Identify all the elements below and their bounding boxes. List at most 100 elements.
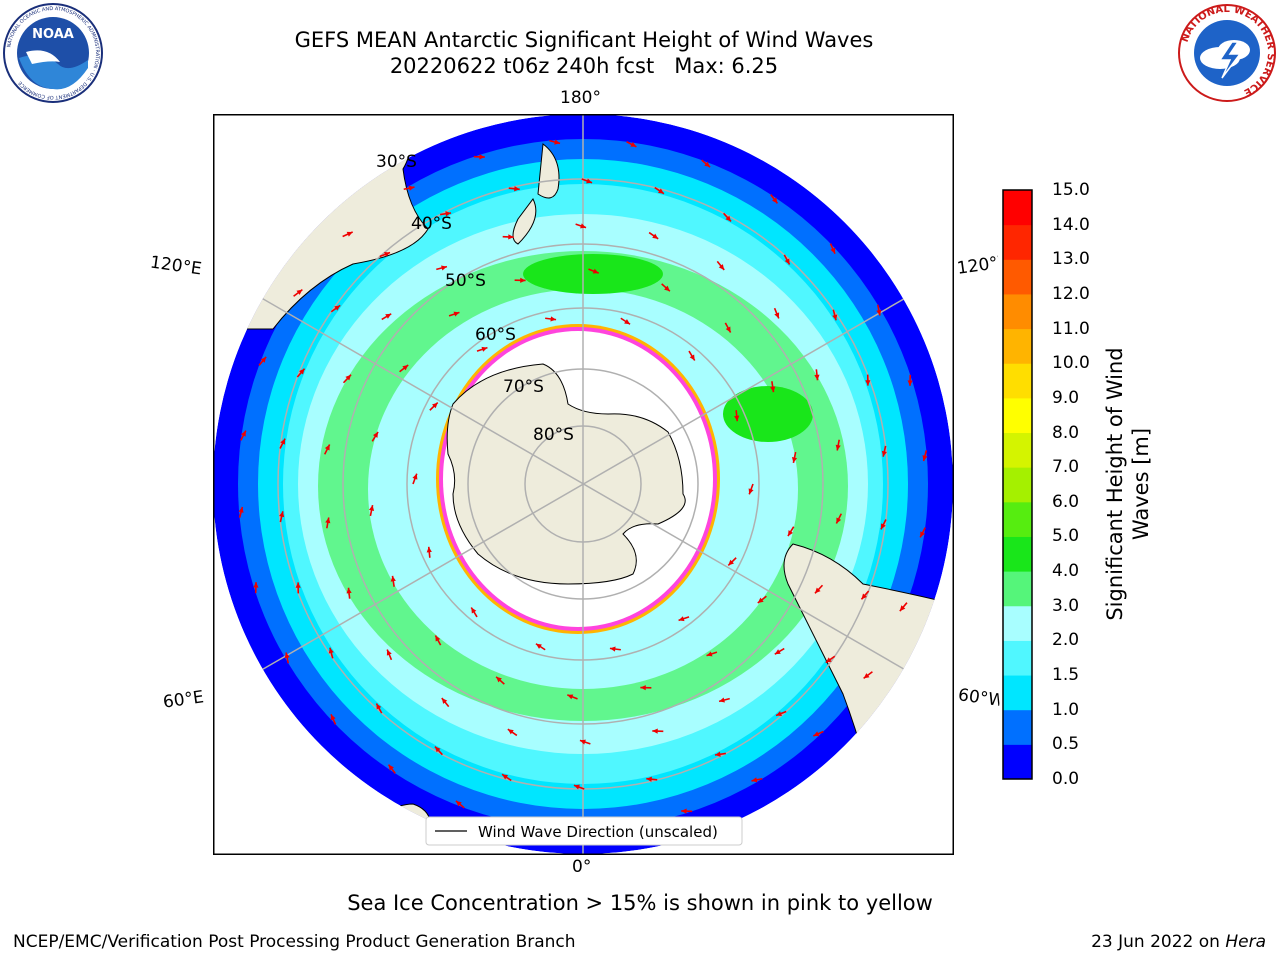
colorbar-swatch bbox=[1003, 432, 1032, 468]
wave-arrow-head bbox=[324, 444, 330, 451]
wave-arrow-head bbox=[899, 605, 906, 612]
wave-arrow-head bbox=[876, 309, 882, 316]
wave-arrow-head bbox=[791, 457, 798, 463]
colorbar-swatch bbox=[1003, 709, 1032, 745]
colorbar-tick-label: 11.0 bbox=[1052, 318, 1090, 339]
colorbar-tick-label: 8.0 bbox=[1052, 422, 1080, 443]
wave-arrow-head bbox=[881, 450, 887, 457]
wave-arrow-head bbox=[719, 697, 725, 703]
wave-arrow-head bbox=[535, 643, 542, 649]
wave-arrow-head bbox=[385, 313, 392, 319]
lat-label-80: 80°S bbox=[533, 425, 574, 445]
wave-arrow-head bbox=[280, 438, 286, 445]
wave-arrow-head bbox=[432, 402, 438, 409]
wave-arrow-head bbox=[830, 247, 836, 254]
title-line-2: 20220622 t06z 240h fcst Max: 6.25 bbox=[389, 54, 779, 78]
wave-arrow-head bbox=[550, 316, 557, 322]
colorbar-swatch bbox=[1003, 363, 1032, 399]
wave-arrow-head bbox=[507, 729, 514, 735]
colorbar-tick-label: 6.0 bbox=[1052, 491, 1080, 512]
wave-arrow-head bbox=[664, 285, 670, 292]
wave-arrow-head bbox=[814, 374, 820, 381]
wave-arrow-head bbox=[863, 673, 870, 679]
wave-arrow-head bbox=[520, 277, 526, 283]
wave-arrow-head bbox=[376, 703, 382, 710]
wave-arrow-head bbox=[787, 530, 794, 537]
colorbar-tick-label: 1.0 bbox=[1052, 699, 1080, 720]
colorbar-tick-label: 1.5 bbox=[1052, 665, 1080, 686]
wave-arrow-head bbox=[241, 430, 246, 437]
wave-arrow-head bbox=[386, 649, 392, 656]
wave-arrow-head bbox=[728, 559, 734, 566]
wave-arrow-head bbox=[330, 714, 336, 721]
wave-arrow-head bbox=[296, 289, 303, 295]
wave-patch-5m bbox=[523, 254, 663, 294]
wave-arrow-head bbox=[390, 575, 396, 582]
lon-label-180: 180° bbox=[560, 88, 601, 108]
colorbar-tick-label: 13.0 bbox=[1052, 249, 1090, 270]
wave-arrow-head bbox=[646, 776, 652, 782]
colorbar-swatch bbox=[1003, 675, 1032, 711]
wave-arrow-head bbox=[579, 739, 586, 745]
colorbar-swatch bbox=[1003, 501, 1032, 537]
wave-arrow-head bbox=[384, 252, 391, 257]
wave-arrow-head bbox=[455, 800, 462, 807]
wave-arrow-head bbox=[880, 523, 886, 530]
wave-arrow-head bbox=[514, 186, 520, 192]
wave-arrow-head bbox=[757, 597, 764, 604]
wave-arrow-head bbox=[434, 746, 441, 753]
colorbar-tick-label: 7.0 bbox=[1052, 457, 1080, 478]
wave-arrow-head bbox=[573, 784, 580, 790]
colorbar-tick-label: 4.0 bbox=[1052, 561, 1080, 582]
colorbar-swatch bbox=[1003, 605, 1032, 641]
wave-arrow-head bbox=[751, 777, 758, 783]
wave-arrow-head bbox=[609, 646, 616, 652]
wave-arrow-head bbox=[689, 354, 695, 361]
lon-label-60e: 60°E bbox=[161, 687, 206, 713]
wave-arrow-head bbox=[835, 444, 841, 451]
wave-arrow-head bbox=[328, 647, 334, 654]
wave-arrow-head bbox=[388, 764, 394, 771]
colorbar-swatch bbox=[1003, 397, 1032, 434]
colorbar-tick-label: 15.0 bbox=[1052, 180, 1090, 200]
legend-label: Wind Wave Direction (unscaled) bbox=[478, 823, 718, 841]
colorbar-tick-label: 0.5 bbox=[1052, 734, 1080, 755]
wave-arrow-head bbox=[368, 505, 375, 511]
wave-arrow-head bbox=[775, 711, 782, 716]
noaa-logo-text: NOAA bbox=[32, 27, 74, 42]
wave-arrow-head bbox=[861, 593, 867, 600]
new-zealand-south bbox=[512, 198, 537, 245]
wave-arrow-head bbox=[372, 431, 379, 438]
wave-arrow-head bbox=[408, 185, 415, 191]
colorbar-tick-label: 3.0 bbox=[1052, 595, 1080, 616]
colorbar-swatch bbox=[1003, 224, 1032, 260]
colorbar bbox=[1002, 189, 1033, 780]
wave-arrow-head bbox=[865, 380, 871, 386]
wave-arrow-head bbox=[253, 582, 259, 588]
wave-arrow-head bbox=[592, 268, 599, 274]
wave-arrow-head bbox=[402, 364, 409, 371]
wave-arrow-head bbox=[346, 231, 353, 237]
colorbar-swatch bbox=[1003, 536, 1032, 572]
footer-branch: NCEP/EMC/Verification Post Processing Pr… bbox=[13, 932, 576, 952]
colorbar-tick-label: 5.0 bbox=[1052, 526, 1080, 547]
wave-arrow-head bbox=[586, 178, 593, 184]
wave-patch-5m-east bbox=[723, 386, 813, 442]
wave-arrow-head bbox=[479, 154, 485, 160]
wave-arrow-head bbox=[907, 380, 913, 386]
wave-arrow-head bbox=[346, 587, 352, 594]
wave-arrow-head bbox=[706, 651, 713, 657]
wave-arrow-head bbox=[714, 751, 721, 757]
wave-arrow-head bbox=[279, 511, 285, 518]
colorbar-label: Significant Height of Wind Waves [m] bbox=[1103, 347, 1153, 621]
noaa-logo: NOAA NATIONAL OCEANIC AND ATMOSPHERIC AD… bbox=[3, 3, 103, 103]
lat-label-40: 40°S bbox=[411, 214, 452, 234]
wave-arrow-head bbox=[770, 386, 776, 393]
wave-arrow-head bbox=[426, 546, 432, 553]
colorbar-swatch bbox=[1003, 571, 1032, 607]
wave-arrow-head bbox=[502, 774, 509, 780]
colorbar-swatch bbox=[1003, 744, 1032, 780]
colorbar-swatch bbox=[1003, 259, 1032, 295]
colorbar-tick-label: 10.0 bbox=[1052, 353, 1090, 374]
wave-arrow-head bbox=[345, 374, 352, 381]
